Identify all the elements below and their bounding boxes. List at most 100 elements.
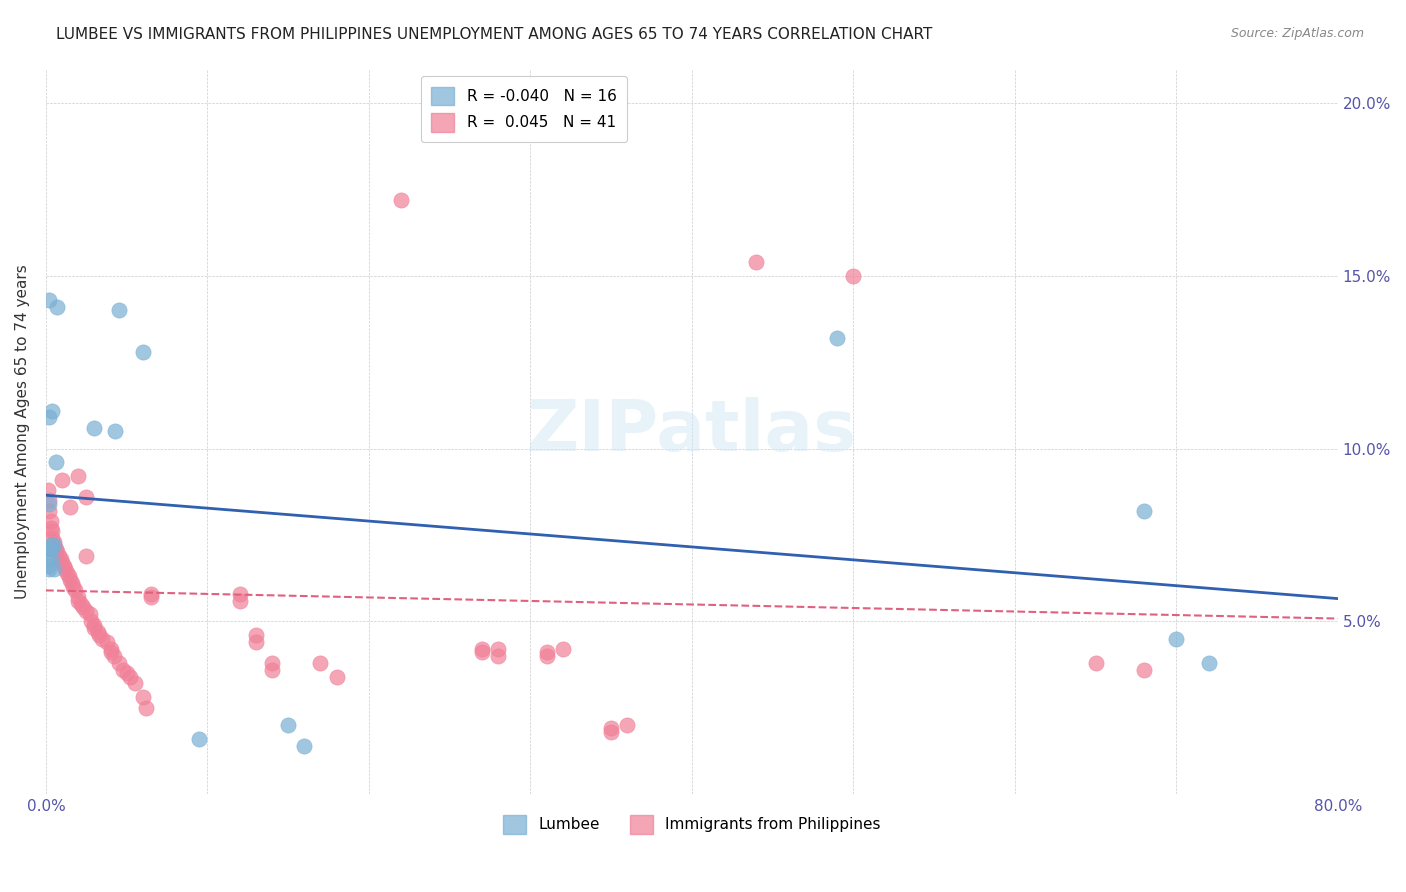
Point — [1133, 504, 1156, 518]
Point — [100, 641, 122, 656]
Point — [75, 490, 97, 504]
Point — [277, 718, 299, 732]
Point — [1133, 663, 1156, 677]
Point — [260, 656, 283, 670]
Point — [58, 569, 80, 583]
Point — [38, 562, 60, 576]
Point — [63, 583, 86, 598]
Point — [42, 562, 65, 576]
Point — [188, 731, 211, 746]
Point — [536, 645, 558, 659]
Point — [1166, 632, 1188, 646]
Point — [38, 493, 60, 508]
Point — [38, 293, 60, 307]
Point — [49, 552, 72, 566]
Point — [72, 600, 94, 615]
Point — [42, 534, 65, 549]
Point — [53, 562, 76, 576]
Point — [389, 193, 412, 207]
Point — [104, 424, 127, 438]
Point — [60, 576, 83, 591]
Point — [115, 666, 138, 681]
Point — [79, 607, 101, 622]
Point — [38, 541, 60, 556]
Point — [67, 590, 90, 604]
Point — [51, 473, 73, 487]
Point — [37, 483, 59, 497]
Y-axis label: Unemployment Among Ages 65 to 74 years: Unemployment Among Ages 65 to 74 years — [15, 264, 30, 599]
Point — [124, 676, 146, 690]
Legend: Lumbee, Immigrants from Philippines: Lumbee, Immigrants from Philippines — [492, 805, 891, 845]
Point — [75, 604, 97, 618]
Point — [107, 656, 129, 670]
Point — [309, 656, 332, 670]
Point — [83, 421, 105, 435]
Point — [59, 500, 82, 515]
Point — [842, 268, 865, 283]
Point — [471, 641, 494, 656]
Point — [39, 541, 62, 556]
Point — [86, 624, 108, 639]
Point — [325, 669, 347, 683]
Point — [39, 521, 62, 535]
Point — [41, 552, 63, 566]
Point — [59, 573, 82, 587]
Point — [91, 632, 114, 646]
Point — [551, 641, 574, 656]
Point — [1198, 656, 1220, 670]
Point — [45, 541, 67, 556]
Point — [56, 566, 79, 580]
Point — [132, 690, 155, 705]
Point — [89, 628, 111, 642]
Point — [62, 580, 84, 594]
Point — [135, 700, 157, 714]
Point — [825, 331, 848, 345]
Point — [42, 538, 65, 552]
Point — [51, 556, 73, 570]
Point — [292, 739, 315, 753]
Point — [536, 648, 558, 663]
Point — [103, 648, 125, 663]
Point — [486, 641, 509, 656]
Point — [600, 722, 623, 736]
Point — [46, 300, 69, 314]
Point — [139, 590, 162, 604]
Point — [245, 628, 267, 642]
Point — [48, 549, 70, 563]
Point — [41, 403, 63, 417]
Point — [46, 545, 69, 559]
Point — [229, 593, 252, 607]
Point — [112, 663, 135, 677]
Point — [80, 614, 103, 628]
Point — [41, 524, 63, 539]
Point — [75, 549, 97, 563]
Point — [39, 538, 62, 552]
Point — [245, 635, 267, 649]
Point — [1084, 656, 1107, 670]
Point — [229, 587, 252, 601]
Text: ZIPatlas: ZIPatlas — [527, 397, 856, 466]
Point — [118, 669, 141, 683]
Point — [107, 303, 129, 318]
Point — [96, 635, 118, 649]
Point — [486, 648, 509, 663]
Point — [42, 538, 65, 552]
Point — [745, 255, 768, 269]
Point — [45, 455, 67, 469]
Point — [100, 645, 122, 659]
Point — [616, 718, 638, 732]
Point — [600, 724, 623, 739]
Point — [52, 559, 75, 574]
Point — [139, 587, 162, 601]
Point — [67, 593, 90, 607]
Point — [132, 344, 155, 359]
Text: LUMBEE VS IMMIGRANTS FROM PHILIPPINES UNEMPLOYMENT AMONG AGES 65 TO 74 YEARS COR: LUMBEE VS IMMIGRANTS FROM PHILIPPINES UN… — [56, 27, 932, 42]
Point — [37, 559, 59, 574]
Point — [41, 532, 63, 546]
Point — [38, 410, 60, 425]
Point — [67, 469, 90, 483]
Point — [471, 645, 494, 659]
Point — [83, 617, 105, 632]
Text: Source: ZipAtlas.com: Source: ZipAtlas.com — [1230, 27, 1364, 40]
Point — [70, 597, 93, 611]
